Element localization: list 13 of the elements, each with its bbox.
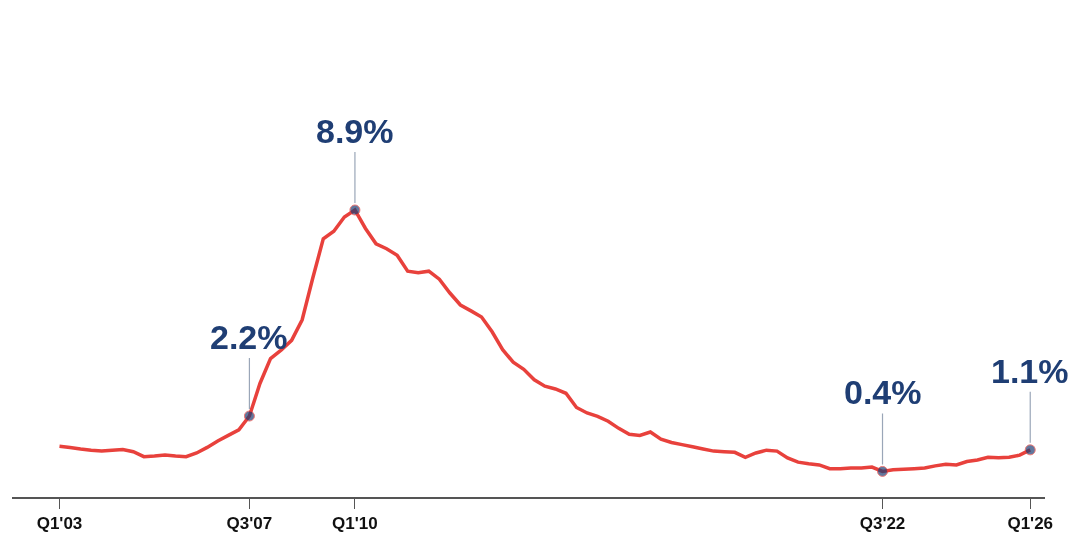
x-tick-label: Q3'22 xyxy=(859,514,906,534)
point xyxy=(349,204,361,216)
x-tick-label: Q1'10 xyxy=(332,514,378,534)
data-label: 8.9% xyxy=(316,112,394,150)
data-label: 0.4% xyxy=(844,373,922,411)
data-label: 1.1% xyxy=(991,352,1069,390)
x-tick-label: Q1'03 xyxy=(36,514,83,534)
point xyxy=(243,410,255,422)
point xyxy=(1024,444,1036,456)
point xyxy=(877,465,889,477)
x-tick-label: Q3'07 xyxy=(226,514,273,534)
x-tick-label: Q1'26 xyxy=(1007,514,1054,534)
data-label: 2.2% xyxy=(210,318,288,356)
